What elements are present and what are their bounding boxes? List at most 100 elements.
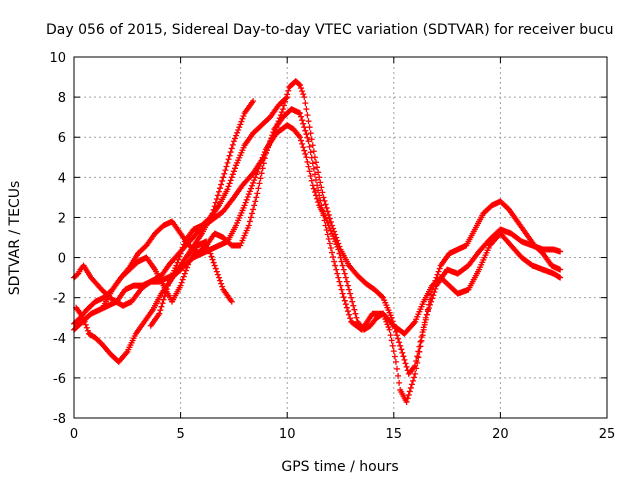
data-point <box>390 348 397 355</box>
data-point <box>242 199 249 206</box>
data-point <box>397 342 404 349</box>
data-point <box>218 280 225 287</box>
data-point <box>303 131 310 138</box>
data-point <box>404 395 411 402</box>
series-track-2 <box>73 98 257 365</box>
data-point <box>312 176 319 183</box>
data-point <box>353 314 360 321</box>
data-point <box>400 353 407 360</box>
data-point <box>310 165 317 172</box>
data-point <box>284 94 291 101</box>
data-point <box>334 243 341 250</box>
data-point <box>315 199 322 206</box>
data-point <box>173 262 180 269</box>
data-point <box>176 253 183 260</box>
data-point <box>311 171 318 178</box>
data-point <box>203 238 210 245</box>
data-point <box>226 180 233 187</box>
data-point <box>83 324 90 331</box>
data-point <box>295 132 302 139</box>
data-point <box>259 154 266 161</box>
data-point <box>317 179 324 186</box>
data-point <box>395 335 402 342</box>
data-point <box>241 202 248 209</box>
x-tick-label: 25 <box>599 427 616 442</box>
data-point <box>344 282 351 289</box>
data-point <box>252 198 259 205</box>
data-point <box>205 244 212 251</box>
data-point <box>412 370 419 377</box>
data-marks <box>71 78 564 405</box>
data-point <box>217 277 224 284</box>
data-point <box>74 271 81 278</box>
data-point <box>251 177 258 184</box>
data-point <box>163 286 170 293</box>
data-point <box>315 187 322 194</box>
data-point <box>335 274 342 281</box>
data-point <box>245 222 252 229</box>
data-point <box>310 148 317 155</box>
data-point <box>314 164 321 171</box>
data-point <box>256 180 263 187</box>
data-point <box>312 159 319 166</box>
data-point <box>339 290 346 297</box>
x-tick-label: 5 <box>176 427 184 442</box>
data-point <box>428 291 435 298</box>
data-point <box>436 265 443 272</box>
data-point <box>309 160 316 167</box>
data-point <box>229 141 236 148</box>
plot-border <box>73 56 608 419</box>
data-point <box>320 194 327 201</box>
data-point <box>327 227 334 234</box>
data-point <box>349 298 356 305</box>
data-point <box>407 384 414 391</box>
y-tick-label: 10 <box>49 51 66 66</box>
y-tick-label: -2 <box>53 292 66 307</box>
data-point <box>328 230 335 237</box>
data-point <box>432 277 439 284</box>
data-point <box>340 294 347 301</box>
data-point <box>388 337 395 344</box>
data-point <box>252 174 259 181</box>
data-point <box>299 88 306 95</box>
data-point <box>180 273 187 280</box>
data-point <box>385 324 392 331</box>
data-point <box>338 286 345 293</box>
data-point <box>387 332 394 339</box>
data-point <box>249 182 256 189</box>
data-point <box>296 110 303 117</box>
data-point <box>305 138 312 145</box>
data-point <box>310 185 317 192</box>
data-point <box>303 154 310 161</box>
data-point <box>204 241 211 248</box>
data-point <box>348 294 355 301</box>
data-point <box>223 163 230 170</box>
data-point <box>239 115 246 122</box>
data-point <box>302 100 309 107</box>
data-point <box>283 95 290 102</box>
data-point <box>181 270 188 277</box>
data-point <box>261 149 268 156</box>
data-point <box>308 177 315 184</box>
data-point <box>308 136 315 143</box>
data-point <box>326 215 333 222</box>
data-point <box>246 188 253 195</box>
data-point <box>229 171 236 178</box>
data-point <box>344 308 351 315</box>
data-point <box>226 152 233 159</box>
series-track-4 <box>71 122 564 405</box>
data-point <box>393 332 400 339</box>
data-point <box>228 174 235 181</box>
data-point <box>330 233 337 240</box>
data-point <box>299 140 306 147</box>
data-point <box>314 195 321 202</box>
y-tick-label: 4 <box>58 171 66 186</box>
data-point <box>295 81 302 88</box>
data-point <box>219 177 226 184</box>
chart-title: Day 056 of 2015, Sidereal Day-to-day VTE… <box>46 22 614 38</box>
data-point <box>302 150 309 157</box>
data-point <box>178 279 185 286</box>
data-point <box>337 282 344 289</box>
data-point <box>260 151 267 158</box>
data-point <box>224 159 231 166</box>
